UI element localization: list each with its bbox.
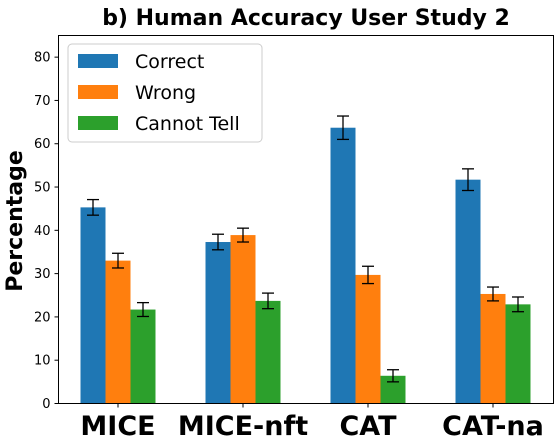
bar-1-0 [205, 242, 231, 404]
error-bar-1-1 [237, 227, 249, 243]
y-tick-label: 20 [34, 310, 51, 325]
bar-0-1 [105, 260, 131, 404]
x-tick-label: CAT [339, 411, 397, 438]
error-bar-0-0 [87, 198, 99, 216]
bar-3-1 [480, 293, 506, 404]
bar-2-0 [330, 127, 356, 404]
y-tick-label: 10 [34, 354, 51, 369]
error-bar-0-1 [112, 252, 124, 269]
error-bar-1-2 [262, 292, 274, 310]
y-tick-label: 60 [34, 137, 51, 152]
x-tick-label: CAT-na [442, 411, 544, 438]
y-axis-ticks: 0 10 20 30 40 50 60 70 80 [34, 51, 59, 412]
error-bar-3-2 [512, 296, 524, 313]
bars-layer [80, 127, 531, 404]
plot-frame [58, 35, 554, 404]
legend-swatch-1 [78, 85, 118, 99]
x-axis-ticks: MICE MICE-nft CAT CAT-na [80, 403, 544, 438]
bar-3-0 [455, 179, 481, 404]
y-tick-label: 50 [34, 181, 51, 196]
error-bar-1-0 [212, 233, 224, 251]
bar-0-0 [80, 207, 106, 404]
error-bar-2-1 [362, 265, 374, 285]
error-bars-layer [87, 115, 524, 383]
bar-1-2 [255, 300, 281, 404]
legend-swatch-2 [78, 116, 118, 130]
chart-title: b) Human Accuracy User Study 2 [102, 6, 510, 31]
legend-label-2: Cannot Tell [135, 113, 240, 135]
bar-1-1 [230, 235, 256, 404]
y-tick-label: 70 [34, 94, 51, 109]
y-axis-label: Percentage [3, 150, 28, 292]
error-bar-2-2 [387, 369, 399, 383]
bar-0-2 [130, 309, 156, 404]
y-tick-label: 40 [34, 224, 51, 239]
error-bar-3-1 [487, 286, 499, 302]
y-tick-label: 0 [42, 397, 50, 412]
error-bar-3-0 [462, 168, 474, 192]
y-tick-label: 30 [34, 267, 51, 282]
bar-3-2 [505, 304, 531, 404]
bar-2-1 [355, 274, 381, 404]
legend-label-0: Correct [135, 51, 204, 73]
error-bar-0-2 [137, 301, 149, 318]
x-tick-label: MICE-nft [178, 411, 308, 438]
legend-label-1: Wrong [135, 82, 196, 104]
x-tick-label: MICE [80, 411, 155, 438]
y-tick-label: 80 [34, 51, 51, 66]
legend-swatch-0 [78, 54, 118, 68]
error-bar-2-0 [337, 115, 349, 141]
legend: Correct Wrong Cannot Tell [67, 43, 263, 143]
